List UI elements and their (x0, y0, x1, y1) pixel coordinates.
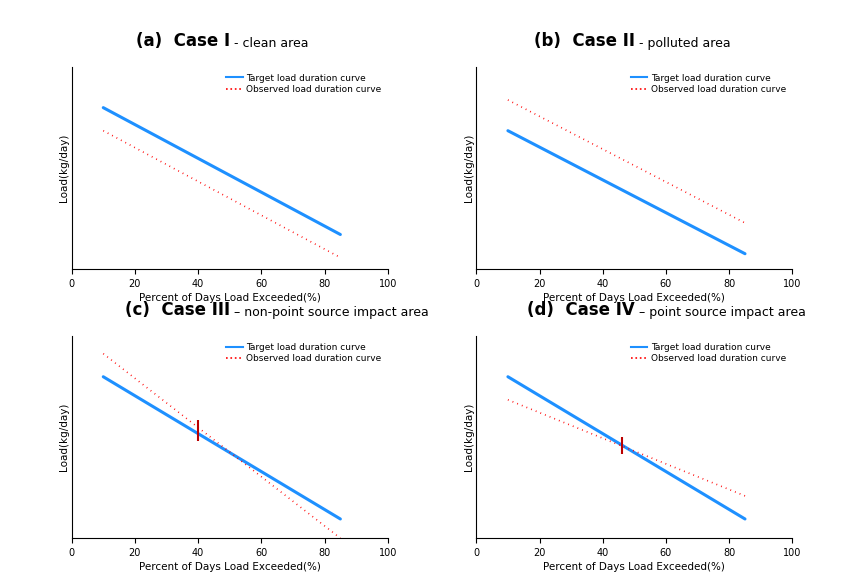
Text: – point source impact area: – point source impact area (635, 306, 806, 319)
Text: - polluted area: - polluted area (635, 37, 730, 50)
X-axis label: Percent of Days Load Exceeded(%): Percent of Days Load Exceeded(%) (139, 562, 320, 572)
Text: (d)  Case IV: (d) Case IV (527, 301, 635, 319)
Y-axis label: Load(kg/day): Load(kg/day) (59, 403, 69, 472)
Y-axis label: Load(kg/day): Load(kg/day) (59, 134, 69, 202)
Legend: Target load duration curve, Observed load duration curve: Target load duration curve, Observed loa… (627, 70, 790, 98)
Y-axis label: Load(kg/day): Load(kg/day) (464, 403, 474, 472)
Y-axis label: Load(kg/day): Load(kg/day) (464, 134, 474, 202)
X-axis label: Percent of Days Load Exceeded(%): Percent of Days Load Exceeded(%) (544, 293, 725, 303)
Legend: Target load duration curve, Observed load duration curve: Target load duration curve, Observed loa… (223, 339, 385, 367)
Text: - clean area: - clean area (230, 37, 309, 50)
Legend: Target load duration curve, Observed load duration curve: Target load duration curve, Observed loa… (627, 339, 790, 367)
Text: (a)  Case I: (a) Case I (136, 32, 230, 50)
X-axis label: Percent of Days Load Exceeded(%): Percent of Days Load Exceeded(%) (544, 562, 725, 572)
X-axis label: Percent of Days Load Exceeded(%): Percent of Days Load Exceeded(%) (139, 293, 320, 303)
Legend: Target load duration curve, Observed load duration curve: Target load duration curve, Observed loa… (223, 70, 385, 98)
Text: (b)  Case II: (b) Case II (534, 32, 635, 50)
Text: (c)  Case III: (c) Case III (125, 301, 230, 319)
Text: – non-point source impact area: – non-point source impact area (230, 306, 429, 319)
